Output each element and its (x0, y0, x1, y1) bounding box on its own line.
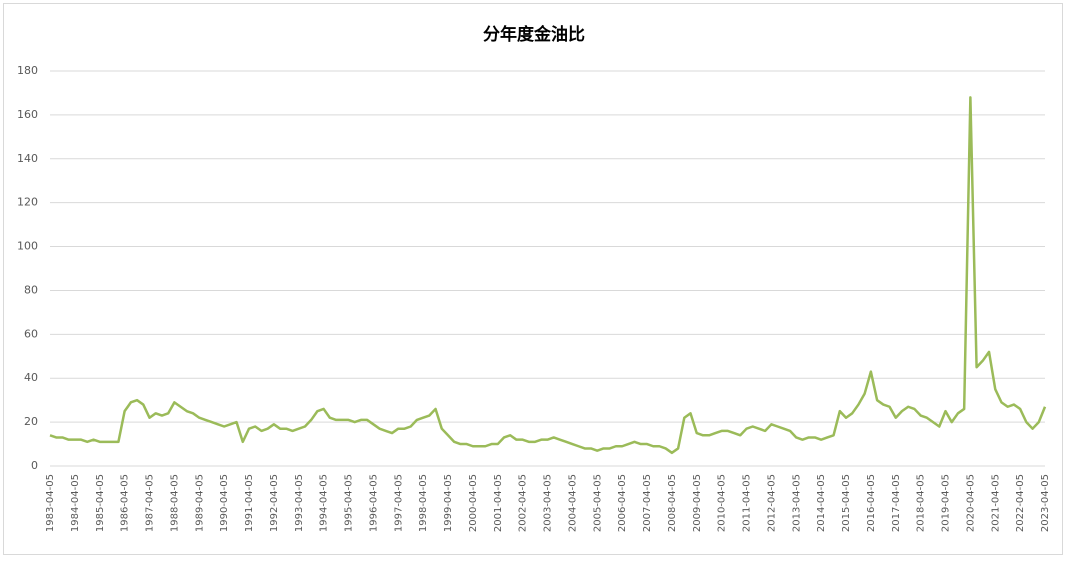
x-tick-label: 1996-04-05 (368, 474, 379, 532)
y-tick-label: 40 (24, 371, 38, 384)
x-tick-label: 1985-04-05 (95, 474, 106, 532)
x-tick-label: 2020-04-05 (965, 474, 976, 532)
x-tick-label: 1993-04-05 (294, 474, 305, 532)
chart-frame (3, 3, 1063, 555)
x-tick-label: 2019-04-05 (941, 474, 952, 532)
x-tick-label: 2007-04-05 (642, 474, 653, 532)
y-tick-label: 120 (17, 196, 38, 209)
x-tick-label: 1990-04-05 (219, 474, 230, 532)
x-tick-label: 1997-04-05 (393, 474, 404, 532)
x-tick-label: 1986-04-05 (120, 474, 131, 532)
x-tick-label: 1989-04-05 (194, 474, 205, 532)
x-tick-label: 2005-04-05 (592, 474, 603, 532)
x-tick-label: 2006-04-05 (617, 474, 628, 532)
x-tick-label: 2013-04-05 (791, 474, 802, 532)
x-tick-label: 2021-04-05 (990, 474, 1001, 532)
chart-title: 分年度金油比 (483, 24, 585, 45)
y-tick-label: 160 (17, 108, 38, 121)
x-tick-label: 2014-04-05 (816, 474, 827, 532)
x-tick-label: 2012-04-05 (766, 474, 777, 532)
x-tick-label: 1983-04-05 (45, 474, 56, 532)
x-tick-label: 1988-04-05 (169, 474, 180, 532)
x-tick-label: 2015-04-05 (841, 474, 852, 532)
x-tick-label: 2016-04-05 (866, 474, 877, 532)
x-tick-label: 2011-04-05 (742, 474, 753, 532)
x-tick-label: 2001-04-05 (493, 474, 504, 532)
x-tick-label: 2002-04-05 (518, 474, 529, 532)
x-tick-label: 2003-04-05 (543, 474, 554, 532)
x-tick-label: 2022-04-05 (1015, 474, 1026, 532)
x-tick-label: 1992-04-05 (269, 474, 280, 532)
x-tick-label: 1994-04-05 (319, 474, 330, 532)
x-tick-label: 2000-04-05 (468, 474, 479, 532)
x-tick-label: 1995-04-05 (344, 474, 355, 532)
y-tick-label: 0 (31, 459, 38, 472)
y-tick-label: 100 (17, 240, 38, 253)
y-tick-label: 80 (24, 283, 38, 296)
x-tick-label: 2023-04-05 (1040, 474, 1051, 532)
x-tick-label: 2004-04-05 (567, 474, 578, 532)
x-tick-label: 2010-04-05 (717, 474, 728, 532)
x-tick-label: 2018-04-05 (916, 474, 927, 532)
x-tick-label: 1987-04-05 (145, 474, 156, 532)
x-tick-label: 1999-04-05 (443, 474, 454, 532)
x-tick-label: 1991-04-05 (244, 474, 255, 532)
x-tick-label: 2008-04-05 (667, 474, 678, 532)
x-tick-label: 2009-04-05 (692, 474, 703, 532)
y-tick-label: 60 (24, 327, 38, 340)
y-tick-label: 140 (17, 152, 38, 165)
y-tick-label: 20 (24, 415, 38, 428)
data-line (49, 96, 1047, 455)
y-tick-label: 180 (17, 64, 38, 77)
x-tick-label: 2017-04-05 (891, 474, 902, 532)
x-tick-label: 1984-04-05 (70, 474, 81, 532)
x-tick-label: 1998-04-05 (418, 474, 429, 532)
